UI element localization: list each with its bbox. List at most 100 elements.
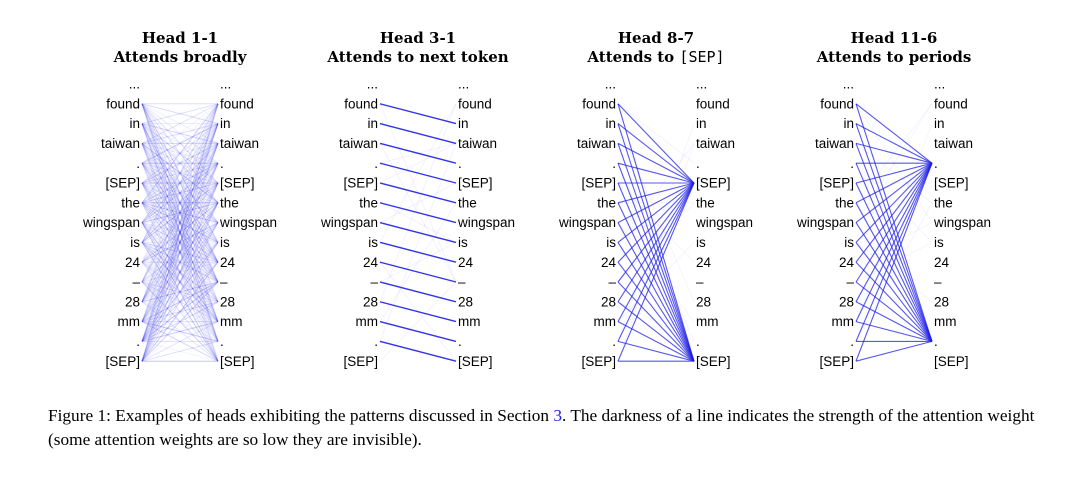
attention-line	[141, 103, 219, 263]
attention-line	[141, 202, 219, 243]
attention-line	[141, 340, 219, 362]
target-token: the	[220, 195, 239, 210]
attention-line	[617, 182, 695, 322]
attention-line	[141, 242, 219, 342]
attention-lines	[141, 103, 219, 362]
target-token: wingspan	[933, 215, 991, 230]
attention-line	[141, 103, 219, 362]
attention-line	[379, 122, 457, 145]
attention-line	[141, 162, 219, 243]
target-token: .	[934, 156, 938, 171]
attention-line	[141, 162, 219, 303]
target-token: [SEP]	[220, 176, 255, 191]
attention-line	[855, 123, 933, 164]
attention-line	[379, 202, 457, 243]
attention-line	[855, 222, 933, 342]
target-token: 24	[696, 255, 712, 270]
attention-line	[141, 142, 219, 164]
target-token: ...	[458, 77, 469, 92]
attention-line	[379, 142, 457, 164]
target-token: 28	[458, 294, 473, 309]
source-token: –	[132, 275, 140, 290]
head-title: Head 1-1	[142, 29, 218, 47]
source-token: .	[136, 156, 140, 171]
source-token: 28	[125, 294, 140, 309]
attention-line	[141, 142, 219, 164]
attention-line	[855, 321, 933, 342]
attention-line	[141, 202, 219, 362]
source-token: [SEP]	[581, 354, 616, 369]
attention-line	[141, 321, 219, 342]
attention-line	[141, 182, 219, 322]
attention-line	[379, 103, 457, 302]
attention-line	[379, 142, 457, 184]
source-token: .	[850, 334, 854, 349]
attention-line	[141, 261, 219, 342]
attention-line	[141, 103, 219, 204]
attention-line	[141, 123, 219, 322]
attention-line	[141, 301, 219, 323]
attention-line	[379, 202, 457, 224]
attention-line	[141, 143, 219, 322]
attention-line	[141, 281, 219, 303]
caption-prefix: Figure 1: Examples of heads exhibiting t…	[48, 406, 554, 425]
attention-line	[141, 123, 219, 223]
source-token: is	[130, 235, 140, 250]
attention-line	[141, 163, 219, 342]
source-token: [SEP]	[581, 176, 616, 191]
attention-line	[141, 261, 219, 362]
attention-line	[141, 182, 219, 303]
attention-line	[617, 103, 695, 184]
attention-line	[141, 162, 219, 223]
attention-line	[379, 241, 457, 283]
attention-line	[141, 162, 219, 204]
source-token: taiwan	[815, 136, 854, 151]
source-token: 28	[601, 294, 616, 309]
attention-line	[141, 103, 219, 164]
attention-line	[379, 142, 457, 164]
attention-line	[141, 182, 219, 362]
target-token: in	[696, 116, 707, 131]
attention-line	[141, 182, 219, 263]
source-token: [SEP]	[819, 176, 854, 191]
target-token: found	[220, 96, 254, 111]
attention-line	[141, 241, 219, 263]
attention-line	[141, 281, 219, 362]
target-token: found	[934, 96, 968, 111]
attention-line	[141, 103, 219, 164]
attention-line	[141, 241, 219, 283]
attention-line	[855, 242, 933, 342]
attention-line	[617, 182, 695, 303]
attention-line	[141, 142, 219, 184]
attention-line	[141, 182, 219, 322]
attention-line	[141, 162, 219, 263]
attention-line	[141, 182, 219, 243]
source-token: [SEP]	[819, 354, 854, 369]
attention-lines	[379, 103, 457, 362]
attention-line	[617, 301, 695, 362]
target-token: mm	[220, 314, 243, 329]
attention-line	[379, 281, 457, 303]
attention-line	[141, 222, 219, 263]
target-token: wingspan	[219, 215, 277, 230]
attention-line	[141, 103, 219, 263]
attention-line	[141, 163, 219, 362]
target-token: mm	[934, 314, 957, 329]
attention-line	[379, 182, 457, 224]
attention-line	[141, 123, 219, 263]
attention-line	[141, 182, 219, 224]
attention-line	[141, 143, 219, 204]
attention-line	[141, 261, 219, 283]
attention-line	[141, 301, 219, 342]
target-token: 28	[696, 294, 711, 309]
attention-line	[141, 123, 219, 362]
attention-line	[141, 143, 219, 362]
attention-line	[855, 163, 933, 362]
target-token: [SEP]	[458, 354, 493, 369]
attention-line	[141, 103, 219, 144]
attention-line	[141, 103, 219, 302]
target-token: found	[458, 96, 492, 111]
section-reference-link[interactable]: 3	[553, 406, 563, 425]
